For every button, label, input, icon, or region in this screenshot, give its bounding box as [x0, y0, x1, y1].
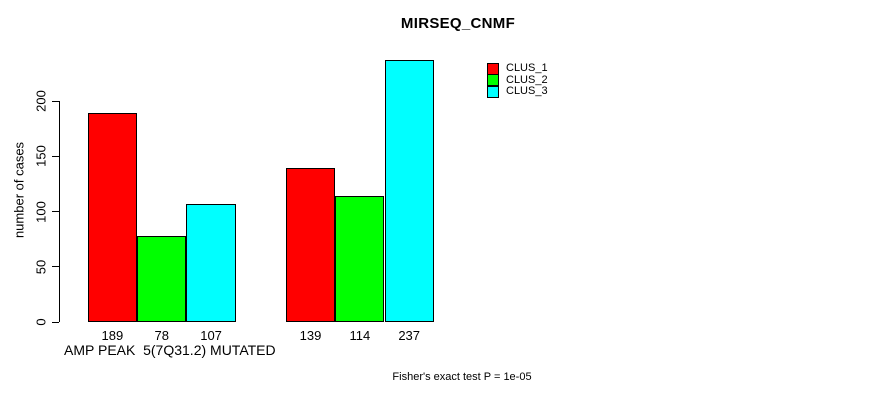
y-tick-label: 0: [33, 318, 49, 326]
y-tick-mark: [52, 321, 59, 323]
legend-item-clus_3: CLUS_3: [487, 85, 548, 98]
bar-value-label: 78: [154, 328, 169, 343]
y-axis-line: [59, 101, 60, 322]
y-tick-label: 100: [33, 200, 49, 223]
bar-clus_2-group2: [335, 196, 385, 322]
footnote-text: Fisher's exact test P = 1e-05: [392, 371, 532, 383]
y-tick-mark: [52, 100, 59, 102]
bar-value-label: 237: [398, 328, 421, 343]
legend-label: CLUS_3: [506, 85, 548, 98]
bar-value-label: 139: [299, 328, 322, 343]
legend-swatch-icon: [487, 85, 499, 98]
bar-clus_2-group1: [137, 235, 187, 322]
bar-clus_1-group1: [87, 113, 138, 322]
y-tick-mark: [52, 155, 59, 157]
y-tick-mark: [52, 211, 59, 212]
legend-swatch-icon: [487, 62, 499, 75]
legend-label: CLUS_2: [506, 73, 548, 86]
bar-value-label: 114: [349, 328, 371, 343]
legend-label: CLUS_1: [506, 62, 548, 75]
legend-item-clus_1: CLUS_1: [487, 62, 548, 75]
y-tick-label: 50: [33, 259, 49, 274]
y-tick-label: 200: [33, 90, 49, 112]
y-tick-label: 150: [33, 145, 49, 168]
chart-title: MIRSEQ_CNMF: [400, 15, 516, 32]
legend-swatch-icon: [487, 74, 499, 87]
bar-value-label: 189: [101, 328, 124, 343]
bar-value-label: 107: [200, 328, 222, 343]
legend: CLUS_1 CLUS_2 CLUS_3: [487, 62, 548, 98]
y-axis-label: number of cases: [11, 141, 27, 239]
legend-item-clus_2: CLUS_2: [487, 73, 548, 87]
bar-clus_3-group1: [186, 203, 236, 322]
x-axis-group-label: AMP PEAK 5(7Q31.2) MUTATED: [64, 342, 276, 358]
bar-clus_3-group2: [384, 60, 434, 322]
y-tick-mark: [52, 266, 59, 268]
bar-clus_1-group2: [285, 168, 336, 322]
